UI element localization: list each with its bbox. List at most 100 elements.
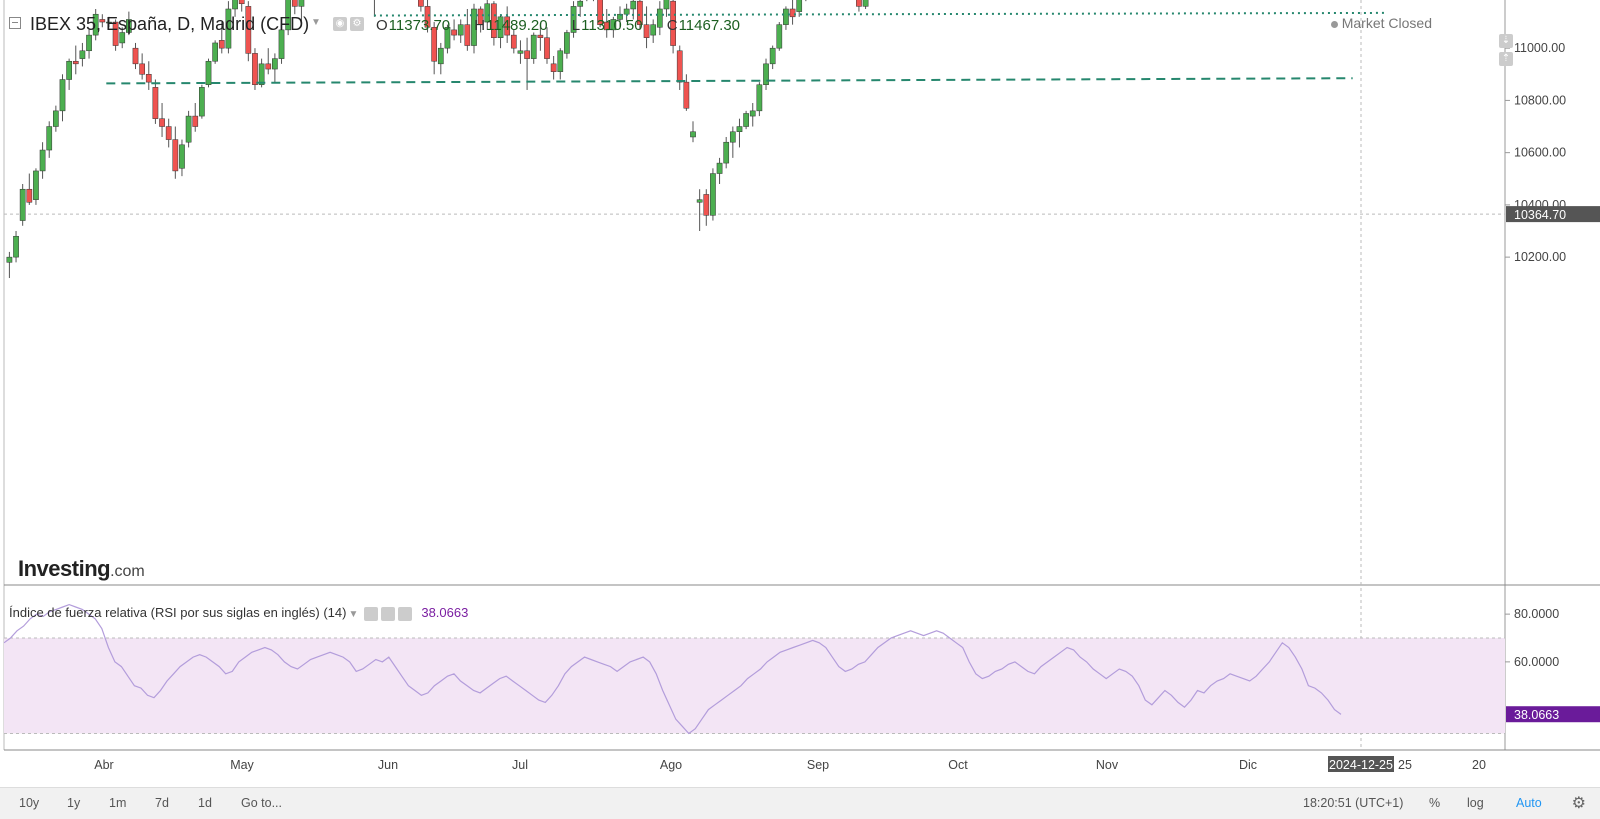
ohlc-high-key: H <box>474 17 486 34</box>
candle-body <box>491 3 497 38</box>
ohlc-close-value: 11467.30 <box>678 17 741 34</box>
close-icon[interactable] <box>398 606 413 621</box>
candle-body <box>53 110 59 127</box>
status-dot-icon <box>1330 20 1338 28</box>
candle-body <box>418 0 424 7</box>
candle-body <box>743 113 749 127</box>
y-tick-label: 11000.00 <box>1514 41 1565 55</box>
chart-canvas[interactable]: 10200.0010400.0010600.0010800.0011000.00… <box>0 0 1600 787</box>
candle-body <box>856 0 862 7</box>
candle-body <box>530 34 537 59</box>
ohlc-values: O11373.70 H11489.20 L11310.50 C11467.30 <box>376 17 760 34</box>
candle-body <box>192 115 199 127</box>
candle-body <box>132 47 139 65</box>
candle-body <box>126 19 132 33</box>
candle-body <box>749 110 756 117</box>
candle-body <box>723 141 730 164</box>
x-tick-label: Sep <box>807 758 829 772</box>
candle-body <box>232 0 238 10</box>
instrument-title[interactable]: IBEX 35, España, D, Madrid (CFD) <box>30 14 310 34</box>
chevron-down-icon[interactable]: ▼ <box>348 609 359 620</box>
ohlc-open-value: 11373.70 <box>388 17 451 34</box>
candle-body <box>497 16 504 38</box>
candle-body <box>152 87 159 119</box>
chevron-down-icon[interactable]: ▼ <box>311 17 321 28</box>
candle-body <box>145 74 152 83</box>
rsi-header: Índice de fuerza relativa (RSI por sus s… <box>9 605 468 621</box>
logo-suffix: .com <box>110 563 145 580</box>
candle-body <box>19 188 26 221</box>
candle-body <box>756 84 763 112</box>
visibility-icon[interactable]: ◉ <box>333 17 347 31</box>
candle-body <box>252 53 258 85</box>
collapse-icon[interactable] <box>9 17 21 29</box>
y-tick-label: 10600.00 <box>1514 146 1566 160</box>
candle-body <box>26 188 33 203</box>
candle-body <box>776 24 783 49</box>
candle-body <box>524 50 530 59</box>
ohlc-open-key: O <box>376 17 388 34</box>
candle-body <box>557 50 564 72</box>
rsi-line <box>3 603 1342 735</box>
rsi-band <box>4 638 1505 734</box>
candle-body <box>99 19 106 23</box>
rsi-value-tag <box>1506 706 1600 723</box>
candle-body <box>46 126 53 151</box>
candle-body <box>112 21 119 46</box>
y-tick-label: 10200.00 <box>1514 250 1566 264</box>
log-toggle[interactable]: log <box>1467 796 1484 810</box>
range-7d-button[interactable]: 7d <box>155 796 169 810</box>
x-tick-label: Jul <box>512 758 528 772</box>
x-tick-label: Dic <box>1239 758 1257 772</box>
candle-body <box>218 40 225 49</box>
ohlc-low-key: L <box>571 17 581 34</box>
crosshair-date-label: 2024-12-25 <box>1329 758 1393 772</box>
x-tick-label: Oct <box>948 758 968 772</box>
arrow-down-icon[interactable]: ⇣ <box>1499 34 1513 48</box>
candle-body <box>729 131 736 143</box>
y-tick-label: 11200.00 <box>1514 0 1565 3</box>
auto-toggle[interactable]: Auto <box>1516 796 1542 810</box>
candle-body <box>444 27 451 49</box>
candle-body <box>517 50 524 54</box>
candle-body <box>265 63 272 70</box>
candle-body <box>106 21 112 24</box>
candle-body <box>477 8 484 25</box>
candle-body <box>285 0 292 31</box>
bottom-toolbar: 10y 1y 1m 7d 1d Go to... 18:20:51 (UTC+1… <box>0 787 1600 819</box>
visibility-icon[interactable] <box>364 606 379 621</box>
range-10y-button[interactable]: 10y <box>19 796 40 810</box>
candle-body <box>165 126 172 140</box>
candle-body <box>437 47 444 65</box>
rsi-title[interactable]: Índice de fuerza relativa (RSI por sus s… <box>9 605 347 620</box>
arrow-up-icon[interactable]: ⇡ <box>1499 52 1513 66</box>
gear-icon[interactable]: ⚙ <box>1571 795 1586 812</box>
candle-body <box>650 24 657 36</box>
range-1d-button[interactable]: 1d <box>198 796 212 810</box>
candle-body <box>205 60 212 85</box>
candle-body <box>457 24 464 36</box>
rsi-current-value: 38.0663 <box>421 605 469 620</box>
candle-body <box>66 60 72 80</box>
candle-body <box>451 29 457 36</box>
market-status: Market Closed <box>1330 15 1432 31</box>
goto-button[interactable]: Go to... <box>241 796 282 810</box>
rsi-y-tick-label: 60.0000 <box>1514 655 1559 669</box>
percent-toggle[interactable]: % <box>1429 796 1441 810</box>
candle-body <box>603 21 610 31</box>
candle-body <box>537 34 544 38</box>
candle-body <box>199 87 205 117</box>
range-1y-button[interactable]: 1y <box>67 796 81 810</box>
settings-icon[interactable] <box>381 606 396 621</box>
candle-body <box>431 27 438 62</box>
candle-body <box>139 63 145 75</box>
candle-body <box>789 8 796 18</box>
candle-body <box>72 60 79 65</box>
candle-body <box>185 115 192 143</box>
x-tick-label: Ago <box>660 758 682 772</box>
settings-icon[interactable]: ⚙ <box>350 17 364 31</box>
clock-time[interactable]: 18:20:51 (UTC+1) <box>1303 796 1404 810</box>
x-tick-label: 25 <box>1398 758 1412 772</box>
range-1m-button[interactable]: 1m <box>109 796 127 810</box>
rsi-y-tick-label: 80.0000 <box>1514 607 1559 621</box>
